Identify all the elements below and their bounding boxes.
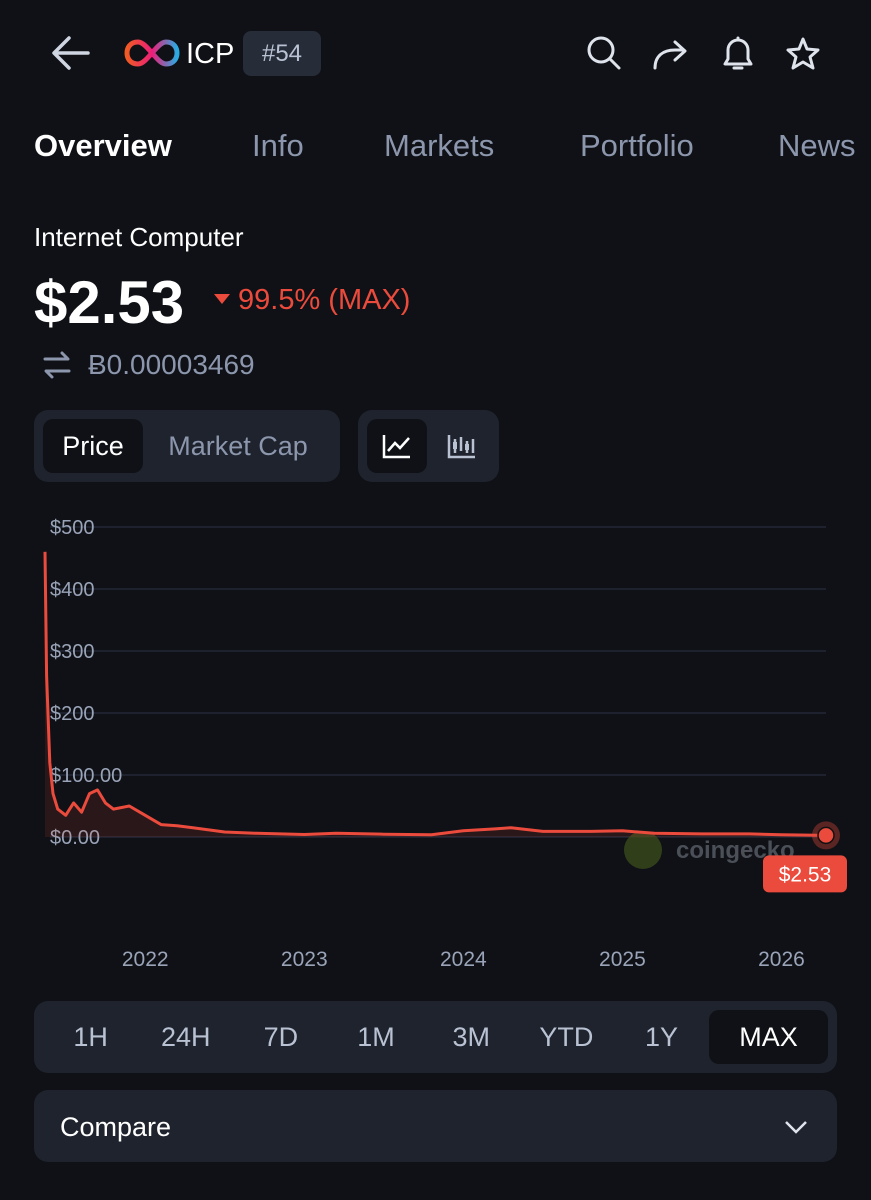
price-area xyxy=(45,551,826,837)
x-tick-label: 2024 xyxy=(440,948,487,971)
tab[interactable]: Portfolio xyxy=(580,128,694,163)
tab[interactable]: News xyxy=(778,128,856,163)
share-icon[interactable] xyxy=(653,40,687,70)
search-icon[interactable] xyxy=(587,36,621,70)
range-option[interactable]: 3M xyxy=(452,1021,490,1052)
down-arrow xyxy=(214,294,230,304)
price: $2.53 xyxy=(34,269,185,336)
chevron xyxy=(785,1121,807,1134)
btc-price: Ƀ0.00003469 xyxy=(88,349,255,380)
compare-label: Compare xyxy=(60,1112,172,1142)
y-tick-label: $400 xyxy=(50,579,95,601)
range-option[interactable]: 7D xyxy=(263,1021,299,1052)
x-tick-label: 2023 xyxy=(281,948,328,971)
y-tick-label: $0.00 xyxy=(50,827,100,849)
range-option[interactable]: 1M xyxy=(357,1021,395,1052)
tab[interactable]: Overview xyxy=(34,128,172,163)
range-option[interactable]: MAX xyxy=(709,1010,829,1064)
swap-icon xyxy=(43,351,71,379)
y-tick-label: $200 xyxy=(50,703,95,725)
price-line xyxy=(43,551,827,837)
line-style[interactable] xyxy=(367,419,427,473)
price-chart: $0.00 $100.00 $200 $300 $400 $500 2022 2023 2024… xyxy=(43,517,847,971)
header-icons xyxy=(587,36,820,70)
coin-symbol: ICP xyxy=(186,38,235,70)
metric-option[interactable]: Price xyxy=(43,419,143,473)
y-tick-label: $100.00 xyxy=(50,765,122,787)
range-selector: 1H 24H 7D 1M 3M YTD 1Y MAX xyxy=(34,1001,837,1073)
range-option[interactable]: YTD xyxy=(539,1021,594,1052)
tab[interactable]: Markets xyxy=(384,128,495,163)
last-price-label: $2.53 xyxy=(779,863,832,886)
metric-option[interactable]: Market Cap xyxy=(168,430,308,461)
y-tick-label: $500 xyxy=(50,517,95,539)
coin-name: Internet Computer xyxy=(34,222,244,252)
rank-badge: #54 xyxy=(243,31,321,76)
compare-dropdown[interactable]: Compare xyxy=(34,1090,837,1162)
back-icon[interactable] xyxy=(50,34,92,72)
alert-icon[interactable] xyxy=(723,36,753,70)
watchlist-icon[interactable] xyxy=(786,37,820,70)
candle-style[interactable] xyxy=(432,419,492,473)
x-tick-label: 2026 xyxy=(758,948,805,971)
watermark-logo xyxy=(624,831,662,869)
price-change: 99.5% (MAX) xyxy=(238,284,411,316)
range-option[interactable]: 24H xyxy=(160,1021,211,1052)
x-tick-label: 2025 xyxy=(599,948,646,971)
metric-toggle: Price Market Cap xyxy=(34,410,340,482)
coin-logo xyxy=(124,39,180,67)
last-point xyxy=(817,826,835,845)
x-tick-label: 2022 xyxy=(122,948,169,971)
range-option[interactable]: 1H xyxy=(73,1021,108,1052)
tab[interactable]: Info xyxy=(252,128,304,163)
range-option[interactable]: 1Y xyxy=(645,1021,679,1052)
last-price-tag xyxy=(763,855,847,893)
y-tick-label: $300 xyxy=(50,641,95,663)
chart-style-toggle xyxy=(358,410,499,482)
